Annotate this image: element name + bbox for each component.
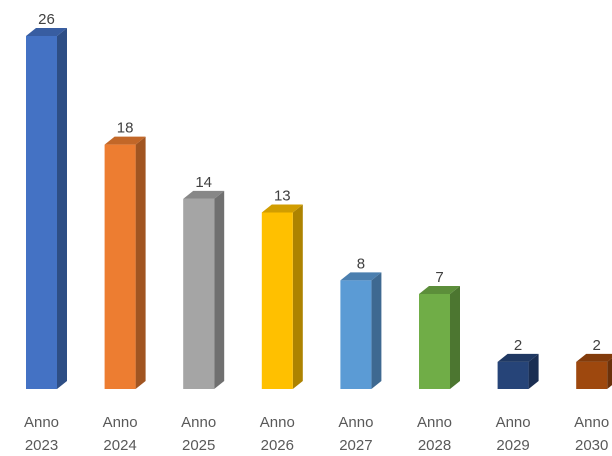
bar-2023	[26, 28, 67, 389]
bar-top-2024	[104, 136, 146, 145]
value-label-2030: 2	[593, 337, 601, 354]
category-label-2027-line-2: 2027	[339, 437, 372, 454]
bar-top-2027	[340, 272, 382, 281]
bar-2028	[419, 285, 460, 389]
bar-top-2023	[26, 28, 67, 36]
value-label-2023: 26	[38, 11, 55, 28]
bar-top-2025	[183, 190, 225, 199]
category-label-2030-line-2: 2030	[575, 437, 608, 454]
value-label-2027: 8	[357, 255, 365, 272]
value-label-2025: 14	[195, 174, 212, 191]
category-label-2025-line-2: 2025	[182, 437, 215, 454]
bar-front-2027	[340, 280, 372, 389]
bar-top-2028	[419, 285, 460, 294]
bar-front-2026	[261, 212, 293, 389]
category-label-2027-line-1: Anno	[338, 414, 373, 431]
bar-side-2028	[450, 285, 460, 389]
bar-side-2024	[135, 136, 146, 389]
category-label-2030-line-1: Anno	[574, 414, 609, 431]
value-label-2029: 2	[514, 337, 522, 354]
labels-layer: 26 Anno 2023 18 Anno 2024 14 Anno 2025 13 Anno 2026…	[24, 11, 609, 454]
bar-2026	[261, 204, 303, 389]
bars-layer	[26, 28, 612, 389]
bar-front-2025	[183, 198, 215, 389]
bar-side-2023	[57, 28, 67, 389]
category-label-2023-line-2: 2023	[25, 437, 58, 454]
bar-front-2029	[497, 361, 529, 389]
bar-side-2027	[371, 272, 382, 389]
bar-2027	[340, 272, 382, 389]
category-label-2025-line-1: Anno	[181, 414, 216, 431]
bar-top-2030	[576, 353, 612, 362]
bar-side-2029	[528, 353, 539, 389]
bar-front-2030	[576, 361, 608, 389]
bar-2030	[576, 353, 612, 389]
bar-top-2029	[497, 353, 539, 362]
bar-2029	[497, 353, 539, 389]
category-label-2029-line-1: Anno	[496, 414, 531, 431]
category-label-2026-line-2: 2026	[261, 437, 294, 454]
bar-top-2026	[261, 204, 303, 213]
category-label-2028-line-2: 2028	[418, 437, 451, 454]
bar-2024	[104, 136, 146, 389]
value-label-2026: 13	[274, 188, 291, 205]
category-label-2024-line-1: Anno	[103, 414, 138, 431]
bar-front-2024	[104, 144, 136, 389]
bar-side-2030	[607, 358, 612, 389]
category-label-2024-line-2: 2024	[103, 437, 136, 454]
value-label-2028: 7	[435, 269, 443, 286]
category-label-2026-line-1: Anno	[260, 414, 295, 431]
bar-front-2023	[26, 36, 57, 389]
category-label-2023-line-1: Anno	[24, 414, 59, 431]
value-label-2024: 18	[117, 120, 134, 137]
bar-front-2028	[419, 293, 450, 389]
category-label-2029-line-2: 2029	[496, 437, 529, 454]
bar-side-2025	[214, 190, 225, 389]
category-label-2028-line-1: Anno	[417, 414, 452, 431]
bar-side-2026	[292, 204, 303, 389]
bar-2025	[183, 190, 225, 389]
